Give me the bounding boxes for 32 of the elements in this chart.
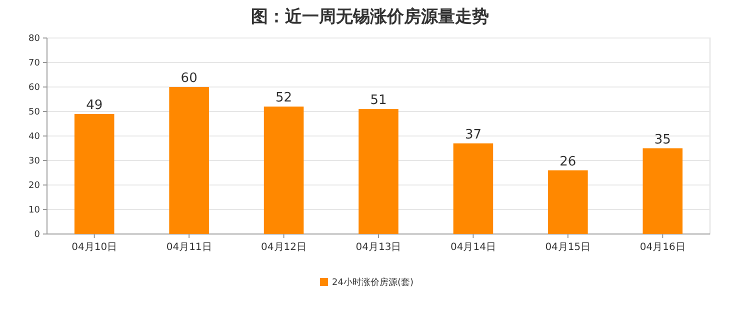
y-tick-label: 0 (34, 230, 40, 240)
data-label: 51 (370, 93, 387, 108)
chart-title: 图：近一周无锡涨价房源量走势 (251, 7, 489, 27)
bar (548, 170, 588, 234)
bar (264, 106, 304, 234)
data-label: 37 (464, 127, 482, 142)
y-tick-label: 80 (28, 34, 40, 44)
x-tick-label: 04月11日 (166, 242, 212, 253)
x-tick-label: 04月14日 (450, 242, 496, 253)
bar (453, 143, 494, 234)
y-tick-label: 40 (28, 132, 40, 142)
y-tick-label: 30 (28, 156, 40, 167)
legend-label: 24小时涨价房源(套) (332, 277, 414, 288)
y-tick-label: 10 (28, 206, 40, 216)
x-tick-label: 04月10日 (72, 242, 118, 253)
data-label: 52 (276, 90, 292, 106)
data-label: 26 (560, 154, 576, 170)
y-tick-label: 20 (28, 181, 40, 192)
data-label: 49 (86, 98, 103, 113)
x-tick-label: 04月16日 (640, 242, 686, 253)
x-tick-label: 04月12日 (261, 242, 307, 253)
bar (169, 87, 209, 234)
y-tick-label: 60 (28, 83, 40, 94)
bar (358, 109, 398, 234)
bar (642, 148, 683, 234)
x-tick-label: 04月15日 (545, 242, 591, 253)
data-label: 35 (654, 132, 671, 148)
y-tick-label: 50 (28, 108, 40, 118)
x-tick-label: 04月13日 (356, 242, 402, 253)
y-tick-label: 70 (28, 58, 40, 69)
bar (74, 114, 114, 234)
data-label: 60 (180, 71, 198, 86)
